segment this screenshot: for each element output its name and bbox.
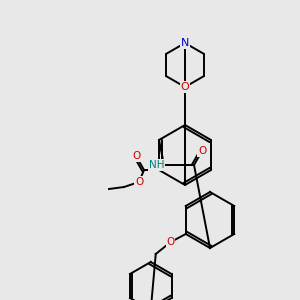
Text: O: O [181,82,189,92]
Text: O: O [167,237,175,247]
Text: O: O [132,151,140,161]
Text: NH: NH [148,160,164,170]
Text: O: O [198,146,206,156]
Text: O: O [135,177,143,187]
Text: N: N [181,38,189,48]
